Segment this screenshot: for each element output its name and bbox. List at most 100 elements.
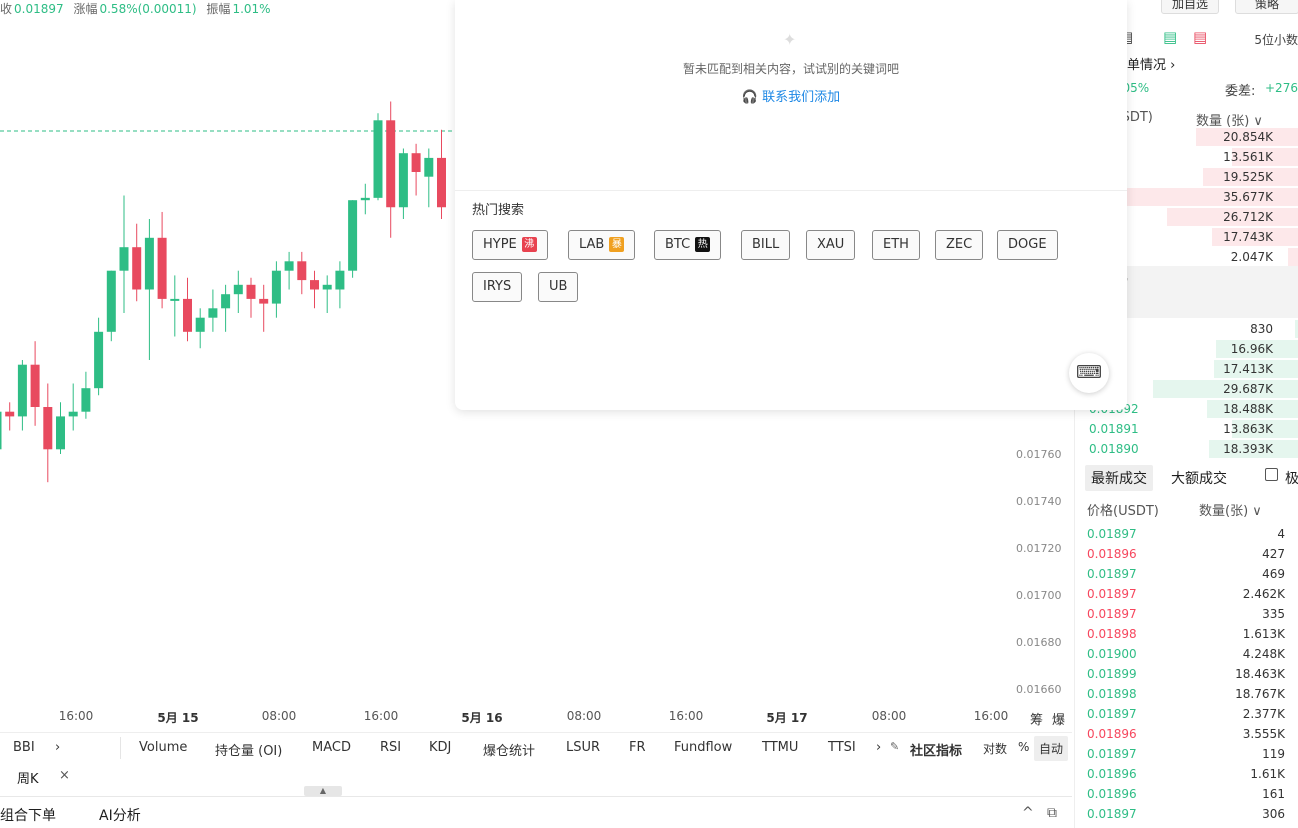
candle[interactable] <box>132 223 142 302</box>
candle[interactable] <box>0 407 2 466</box>
trade-row: 0.01896 1.61K <box>1075 764 1298 784</box>
candle[interactable] <box>30 341 40 426</box>
time-tick-label: 08:00 <box>871 709 907 723</box>
candle[interactable] <box>119 195 129 314</box>
indicator--[interactable]: 爆仓统计 <box>483 744 536 759</box>
hot-search-chip-zec[interactable]: ZEC <box>935 230 984 260</box>
weekly-k-tag[interactable]: 周K <box>17 772 39 787</box>
candle[interactable] <box>233 270 243 313</box>
strategy-button[interactable]: 策略 <box>1235 0 1298 14</box>
candle[interactable] <box>43 383 53 483</box>
candle[interactable] <box>17 360 27 431</box>
candle[interactable] <box>170 275 180 337</box>
bottom-bar: 组合下单 AI分析 ^ ⧉ <box>0 796 1072 828</box>
candle[interactable] <box>335 261 345 309</box>
indicator-bbi[interactable]: BBI <box>13 740 35 755</box>
contact-us-link[interactable]: 🎧 联系我们添加 <box>455 86 1127 105</box>
candle[interactable] <box>246 277 256 318</box>
hot-search-chip-doge[interactable]: DOGE <box>997 230 1058 260</box>
trend-badge: 热 <box>695 237 711 252</box>
percent-scale-toggle[interactable]: % <box>1018 740 1030 754</box>
candle[interactable] <box>68 383 78 431</box>
candle[interactable] <box>360 183 370 215</box>
indicator-volume[interactable]: Volume <box>139 740 188 755</box>
popout-icon[interactable]: ⧉ <box>1047 805 1057 821</box>
edit-icon[interactable]: ✎ <box>890 740 900 753</box>
candle[interactable] <box>157 211 167 309</box>
candle[interactable] <box>322 275 332 313</box>
tab-latest-trades[interactable]: 最新成交 <box>1085 465 1153 491</box>
candle[interactable] <box>398 148 408 220</box>
indicator-more-arrow[interactable]: › <box>876 740 882 755</box>
ob-qty-header[interactable]: 数量 (张) ∨ <box>1196 114 1263 129</box>
bid-row[interactable]: 0.01891 13.863K <box>1075 419 1298 439</box>
ask-only-view-icon[interactable]: ▤ <box>1193 28 1208 46</box>
candle[interactable] <box>310 270 319 309</box>
trades-qty-header[interactable]: 数量(张) ∨ <box>1199 504 1262 519</box>
candle[interactable] <box>208 289 218 332</box>
liquidation-toggle[interactable]: 爆 <box>1052 713 1066 728</box>
candle[interactable] <box>106 270 116 342</box>
log-scale-toggle[interactable]: 对数 <box>983 742 1008 756</box>
indicator--oi-[interactable]: 持仓量 (OI) <box>215 744 283 759</box>
indicator-lsur[interactable]: LSUR <box>566 740 601 755</box>
trade-price: 0.01898 <box>1087 687 1137 701</box>
candle[interactable] <box>259 284 269 332</box>
add-watchlist-button[interactable]: 加自选 <box>1161 0 1219 14</box>
expand-up-icon[interactable]: ^ <box>1022 805 1034 821</box>
indicator-rsi[interactable]: RSI <box>380 740 402 755</box>
bid-row[interactable]: 0.01890 18.393K <box>1075 439 1298 459</box>
trade-price: 0.01896 <box>1087 727 1137 741</box>
candle[interactable] <box>386 101 396 238</box>
combo-order-tab[interactable]: 组合下单 <box>0 808 56 824</box>
indicator-fr[interactable]: FR <box>629 740 646 755</box>
keyboard-icon[interactable]: ⌨ <box>1069 353 1109 393</box>
indicator-kdj[interactable]: KDJ <box>429 740 452 755</box>
indicator-fundflow[interactable]: Fundflow <box>674 740 733 755</box>
candle[interactable] <box>373 113 383 201</box>
candle[interactable] <box>271 261 281 318</box>
hot-search-chip-eth[interactable]: ETH <box>872 230 920 260</box>
candle[interactable] <box>221 284 231 332</box>
hot-search-chip-irys[interactable]: IRYS <box>472 272 523 302</box>
candle[interactable] <box>348 200 358 278</box>
close-icon[interactable]: × <box>59 768 70 783</box>
ai-analysis-tab[interactable]: AI分析 <box>99 808 141 824</box>
hot-search-chip-xau[interactable]: XAU <box>806 230 856 260</box>
hot-search-chip-hype[interactable]: HYPE 沸 <box>472 230 548 260</box>
candle[interactable] <box>437 129 446 219</box>
kline-chart-area[interactable]: 收 0.01897 涨幅 0.58%(0.00011) 振幅 1.01% 0.0176… <box>0 0 1072 730</box>
hot-search-chip-ub[interactable]: UB <box>538 272 579 302</box>
candle[interactable] <box>81 371 91 419</box>
candle[interactable] <box>94 317 104 396</box>
hot-search-title: 热门搜索 <box>472 203 525 218</box>
candle[interactable] <box>183 277 192 342</box>
depth-bar <box>1202 168 1298 186</box>
candle-body <box>297 261 307 281</box>
indicator-ttsi[interactable]: TTSI <box>828 740 856 755</box>
tab-large-trades[interactable]: 大额成交 <box>1171 471 1227 487</box>
candle-body <box>310 280 319 290</box>
candle[interactable] <box>411 143 421 196</box>
indicator-ttmu[interactable]: TTMU <box>762 740 799 755</box>
candle[interactable] <box>284 251 294 290</box>
tick-size-select[interactable]: 5位小数 <box>1254 33 1298 47</box>
candle[interactable] <box>56 402 65 454</box>
hot-search-chip-btc[interactable]: BTC 热 <box>654 230 722 260</box>
bid-only-view-icon[interactable]: ▤ <box>1163 28 1178 46</box>
collapse-handle[interactable]: ▲ <box>304 786 342 796</box>
candle[interactable] <box>5 402 15 431</box>
extreme-checkbox[interactable] <box>1265 468 1278 481</box>
candlestick-chart[interactable] <box>0 0 1072 730</box>
auto-scale-toggle[interactable]: 自动 <box>1034 736 1069 761</box>
candle[interactable] <box>195 308 205 349</box>
chip-distribution-toggle[interactable]: 筹 <box>1030 713 1044 728</box>
candle[interactable] <box>297 251 307 295</box>
community-indicators[interactable]: 社区指标 <box>910 744 963 759</box>
indicator-bbi-arrow[interactable]: › <box>55 740 61 755</box>
indicator-macd[interactable]: MACD <box>312 740 351 755</box>
candle[interactable] <box>424 148 434 208</box>
candle[interactable] <box>144 219 154 360</box>
hot-search-chip-bill[interactable]: BILL <box>741 230 791 260</box>
hot-search-chip-lab[interactable]: LAB 暴 <box>568 230 636 260</box>
